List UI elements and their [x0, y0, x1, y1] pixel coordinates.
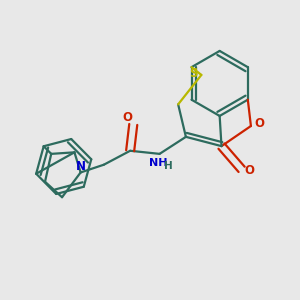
Text: H: H — [164, 161, 173, 171]
Text: O: O — [244, 164, 254, 177]
Text: S: S — [189, 67, 198, 80]
Text: O: O — [122, 111, 132, 124]
Text: N: N — [76, 160, 86, 173]
Text: NH: NH — [149, 158, 167, 167]
Text: O: O — [255, 117, 265, 130]
